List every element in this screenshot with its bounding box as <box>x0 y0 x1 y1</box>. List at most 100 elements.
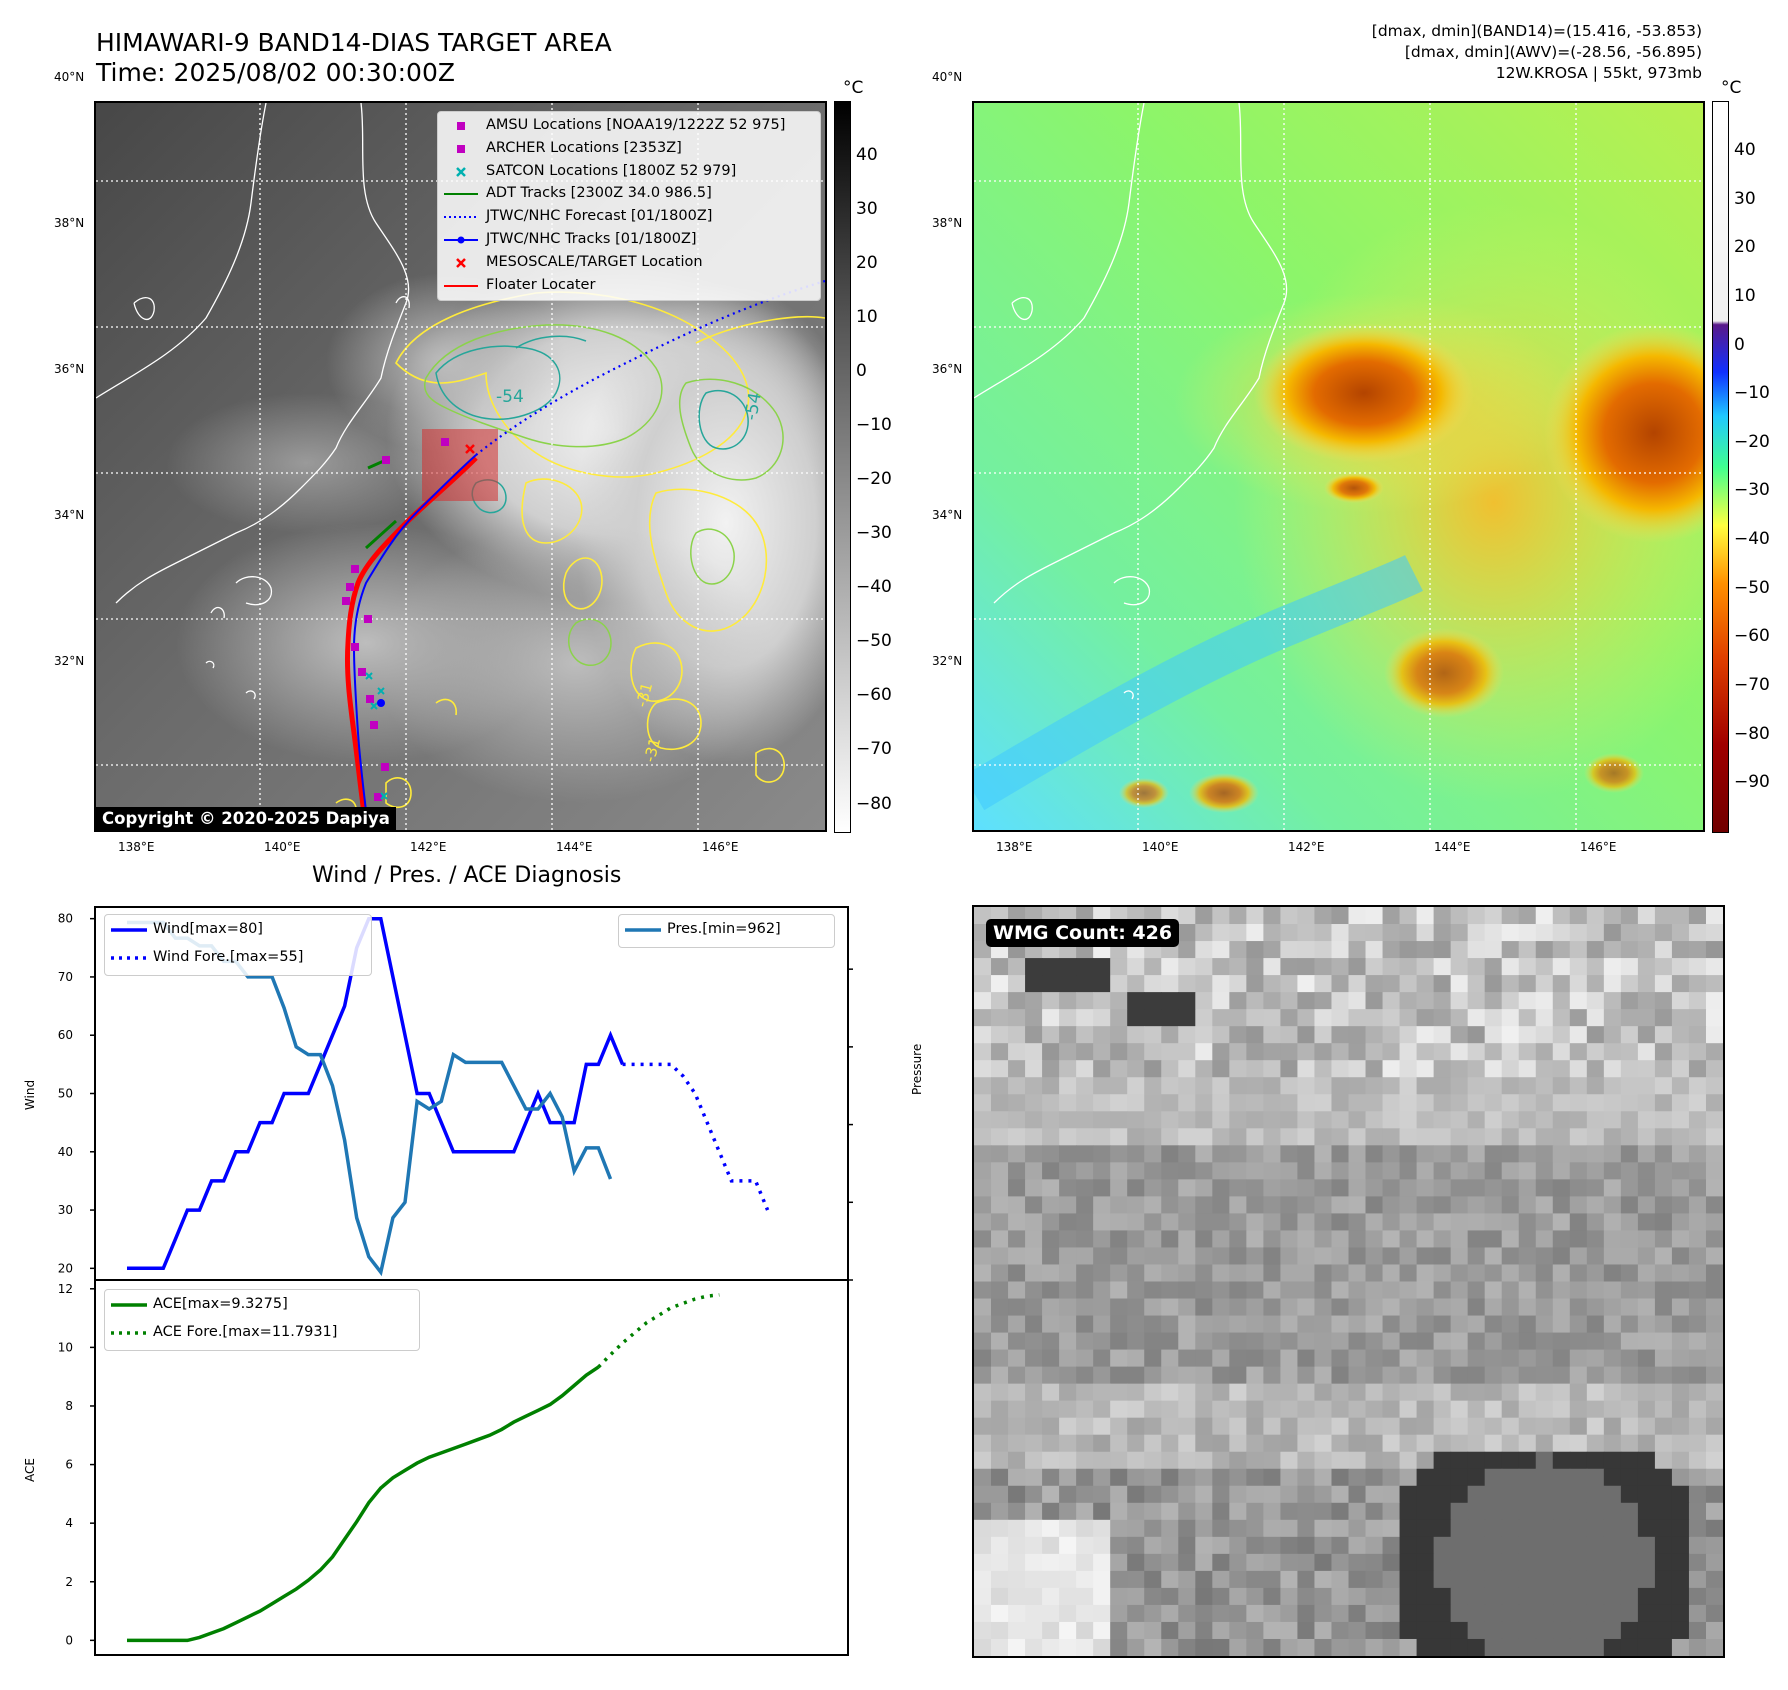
ir-colorbar-tick: −10 <box>856 415 892 435</box>
ace-ytick: 6 <box>65 1458 73 1472</box>
wind-pressure-chart: 807060504030201000990980970960 121086420… <box>23 906 853 1656</box>
contour-label: -54 <box>496 387 524 407</box>
jtwc-forecast <box>475 279 825 456</box>
wind-ytick: 20 <box>58 1261 73 1275</box>
ir-colorbar-tick: 0 <box>856 361 867 381</box>
wind-ytick: 60 <box>58 1028 73 1042</box>
wind-ytick: 40 <box>58 1145 73 1159</box>
target-location-marker <box>465 444 475 454</box>
info-band14-range: [dmax, dmin](BAND14)=(15.416, -53.853) <box>1371 22 1702 40</box>
ir-map-panel: -54 -54 -31 -31 <box>94 101 827 832</box>
map-legend-item: JTWC/NHC Tracks [01/1800Z] <box>438 229 697 251</box>
ir-colorbar-tick: 30 <box>856 199 878 219</box>
pressure-ylabel-vertical: Pressure <box>910 1043 924 1095</box>
awv-colorbar-tick: −50 <box>1734 578 1770 598</box>
ir-colorbar <box>834 101 851 833</box>
ace-ytick: 10 <box>58 1340 73 1354</box>
lon-tick-label: 144°E <box>1434 840 1471 854</box>
ace-ylabel: ACE <box>23 1458 37 1482</box>
lat-tick-label: 40°N <box>932 70 963 84</box>
map-legend-label: SATCON Locations [1800Z 52 979] <box>486 162 737 179</box>
lon-tick-label: 142°E <box>1288 840 1325 854</box>
awv-colorbar-unit: °C <box>1721 78 1742 98</box>
map-legend-label: Floater Locater <box>486 276 596 293</box>
ir-colorbar-tick: 10 <box>856 307 878 327</box>
lon-tick-label: 140°E <box>1142 840 1179 854</box>
series-line <box>597 1293 720 1369</box>
awv-colorbar-tick: 10 <box>1734 286 1756 306</box>
map-legend-item: AMSU Locations [NOAA19/1222Z 52 975] <box>438 115 785 137</box>
awv-colorbar-tick: 40 <box>1734 140 1756 160</box>
wind-ytick: 80 <box>58 912 73 926</box>
wmg-count-badge: WMG Count: 426 <box>986 919 1180 947</box>
awv-colorbar-tick: −10 <box>1734 383 1770 403</box>
contour-label: -31 <box>640 736 664 764</box>
ace-ytick: 8 <box>65 1399 73 1413</box>
ir-colorbar-tick: −40 <box>856 577 892 597</box>
map-legend-item: SATCON Locations [1800Z 52 979] <box>438 161 736 183</box>
wind-ytick: 50 <box>58 1087 73 1101</box>
map-legend-label: AMSU Locations [NOAA19/1222Z 52 975] <box>486 117 786 133</box>
lat-tick-label: 38°N <box>54 216 85 230</box>
awv-colorbar-tick: 30 <box>1734 189 1756 209</box>
ir-colorbar-tick: −60 <box>856 685 892 705</box>
lat-tick-label: 36°N <box>932 362 963 376</box>
ir-colorbar-tick: −20 <box>856 469 892 489</box>
awv-colorbar-tick: −90 <box>1734 772 1770 792</box>
lon-tick-label: 142°E <box>410 840 447 854</box>
map-legend-label: JTWC/NHC Forecast [01/1800Z] <box>486 208 713 225</box>
map-legend-label: MESOSCALE/TARGET Location <box>486 253 703 270</box>
awv-colorbar-tick: −20 <box>1734 432 1770 452</box>
series-line <box>127 1365 600 1643</box>
ir-colorbar-tick: 20 <box>856 253 878 273</box>
lat-tick-label: 40°N <box>54 70 85 84</box>
ir-colorbar-tick: 40 <box>856 145 878 165</box>
wind-ytick: 30 <box>58 1203 73 1217</box>
ace-ytick: 0 <box>65 1633 73 1647</box>
lat-tick-label: 36°N <box>54 362 85 376</box>
wind-ytick: 70 <box>58 970 73 984</box>
ir-colorbar-tick: −50 <box>856 631 892 651</box>
info-awv-range: [dmax, dmin](AWV)=(-28.56, -56.895) <box>1404 43 1702 61</box>
ace-ytick: 2 <box>65 1575 73 1589</box>
series-line <box>622 1062 770 1211</box>
awv-colorbar-tick: −40 <box>1734 529 1770 549</box>
ace-legend: ACE[max=9.3275] ACE Fore.[max=11.7931] <box>104 1289 420 1351</box>
ace-ytick: 12 <box>58 1282 73 1296</box>
contour-label: -54 <box>741 391 766 422</box>
map-legend-item: ADT Tracks [2300Z 34.0 986.5] <box>438 183 712 205</box>
awv-colorbar-tick: 0 <box>1734 335 1745 355</box>
wind-legend-label: Wind[max=80] <box>153 921 263 937</box>
lat-tick-label: 32°N <box>932 654 963 668</box>
map-legend-item: MESOSCALE/TARGET Location <box>438 252 703 274</box>
lon-tick-label: 146°E <box>702 840 739 854</box>
ir-colorbar-tick: −70 <box>856 739 892 759</box>
amsu-locations <box>342 438 449 801</box>
lat-tick-label: 34°N <box>54 508 85 522</box>
lon-tick-label: 144°E <box>556 840 593 854</box>
ace-forecast-legend-label: ACE Fore.[max=11.7931] <box>153 1324 338 1340</box>
contour-label: -31 <box>632 681 656 709</box>
awv-colorbar-tick: −60 <box>1734 626 1770 646</box>
map-legend-item: JTWC/NHC Forecast [01/1800Z] <box>438 206 712 228</box>
awv-colorbar-tick: 20 <box>1734 237 1756 257</box>
ir-colorbar-unit: °C <box>843 78 864 98</box>
info-storm: 12W.KROSA | 55kt, 973mb <box>1495 64 1702 82</box>
target-area-box <box>422 429 498 501</box>
wmg-image <box>974 907 1723 1656</box>
ir-colorbar-tick: −30 <box>856 523 892 543</box>
chart-title: HIMAWARI-9 BAND14-DIAS TARGET AREA <box>96 28 612 57</box>
awv-colorbar-tick: −80 <box>1734 724 1770 744</box>
diagnosis-title: Wind / Pres. / ACE Diagnosis <box>312 863 622 888</box>
jtwc-track <box>352 454 477 829</box>
lat-tick-label: 34°N <box>932 508 963 522</box>
awv-colorbar-tick: −70 <box>1734 675 1770 695</box>
wind-legend: Wind[max=80] Wind Fore.[max=55] <box>104 914 372 976</box>
wmg-panel: WMG Count: 426 <box>972 905 1725 1658</box>
ace-legend-label: ACE[max=9.3275] <box>153 1296 288 1312</box>
ace-ytick: 4 <box>65 1516 73 1530</box>
adt-track <box>364 519 398 550</box>
pressure-legend-label: Pres.[min=962] <box>667 921 781 937</box>
map-legend-label: JTWC/NHC Tracks [01/1800Z] <box>486 231 697 247</box>
copyright-label: Copyright © 2020-2025 Dapiya <box>96 807 396 830</box>
